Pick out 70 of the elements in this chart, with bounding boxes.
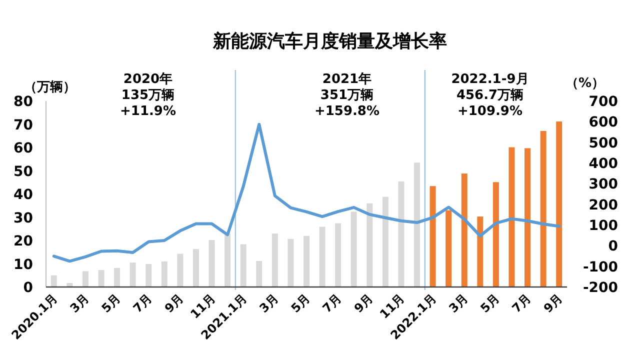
bar xyxy=(508,147,515,287)
bar xyxy=(50,275,57,287)
bar xyxy=(256,260,262,287)
y-tick-label: 40 xyxy=(14,187,34,203)
x-tick-label: 5月 xyxy=(478,291,502,316)
bar xyxy=(335,223,342,287)
y2-tick-label: 500 xyxy=(588,135,618,152)
bar xyxy=(477,216,484,287)
bar xyxy=(272,234,278,287)
annotation: 2021年 351万辆 +159.8% xyxy=(314,72,380,119)
y2-axis-title: （%） xyxy=(565,76,605,91)
y-axis-title: （万辆） xyxy=(24,80,76,95)
bar xyxy=(224,234,231,287)
bar xyxy=(540,130,546,287)
line-series xyxy=(52,122,561,263)
bar xyxy=(446,210,452,287)
bar xyxy=(492,182,499,287)
bar xyxy=(319,226,326,287)
chart-title: 新能源汽车月度销量及增长率 xyxy=(212,31,447,52)
bar xyxy=(177,254,184,287)
bar xyxy=(366,203,373,287)
y2-tick-label: 0 xyxy=(608,238,618,255)
bar xyxy=(146,264,152,287)
x-tick-label: 7月 xyxy=(509,291,534,316)
y2-tick-label: 600 xyxy=(588,114,618,131)
bar xyxy=(130,262,136,287)
x-tick-label: 5月 xyxy=(98,291,124,316)
annotation: 2020年 135万辆 +11.9% xyxy=(120,72,176,119)
y2-tick-label: 200 xyxy=(588,197,618,214)
x-tick-label: 3月 xyxy=(67,291,92,316)
bar xyxy=(414,162,420,287)
y-tick-label: 20 xyxy=(14,234,34,250)
bar xyxy=(192,249,199,287)
bar xyxy=(82,271,88,287)
y2-tick-label: 300 xyxy=(588,176,618,193)
bar xyxy=(208,240,215,287)
x-tick-label: 9月 xyxy=(351,291,376,316)
y2-tick-label: 700 xyxy=(588,94,618,110)
y-tick-label: 10 xyxy=(14,256,34,273)
y-tick-label: 60 xyxy=(14,140,34,156)
x-tick-label: 7月 xyxy=(320,291,344,316)
y2-tick-label: 100 xyxy=(588,218,618,234)
bar xyxy=(461,174,468,287)
y-tick-label: 30 xyxy=(14,210,34,226)
bar xyxy=(161,261,168,287)
bar xyxy=(98,270,104,287)
bar xyxy=(288,238,294,287)
y-tick-label: 80 xyxy=(14,94,34,110)
bar xyxy=(114,268,120,287)
y-tick-label: 50 xyxy=(14,164,34,180)
bar xyxy=(382,196,388,287)
x-tick-label: 3月 xyxy=(256,291,282,316)
bar xyxy=(430,186,436,287)
x-tick-label: 3月 xyxy=(446,291,470,316)
bar xyxy=(398,181,404,287)
x-tick-label: 7月 xyxy=(130,291,155,316)
bar xyxy=(556,121,562,287)
x-tick-label: 9月 xyxy=(540,291,566,316)
bar xyxy=(350,212,357,287)
x-tick-label: 5月 xyxy=(288,291,313,316)
bar xyxy=(304,236,310,287)
y2-tick-label: -200 xyxy=(582,280,618,296)
bar xyxy=(524,148,531,287)
y-tick-label: 0 xyxy=(23,280,34,296)
annotation: 2022.1-9月 456.7万辆 +109.9% xyxy=(451,72,529,119)
y-tick-label: 70 xyxy=(14,117,34,134)
x-tick-label: 9月 xyxy=(162,291,186,316)
y2-tick-label: 400 xyxy=(588,156,618,172)
y2-tick-label: -100 xyxy=(582,259,618,276)
bar xyxy=(240,244,246,287)
